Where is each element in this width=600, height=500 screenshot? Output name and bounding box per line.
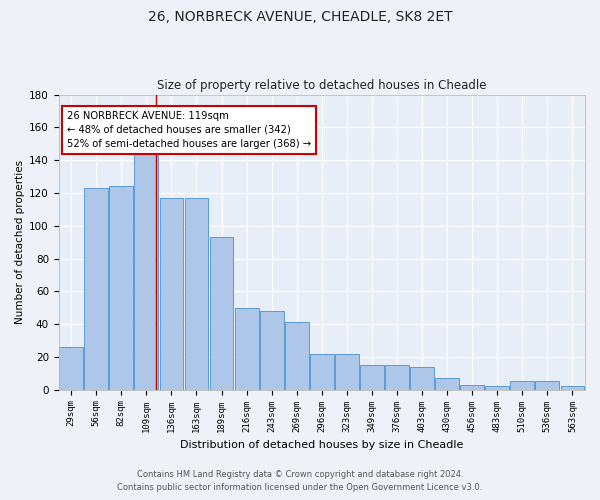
Bar xyxy=(260,311,284,390)
Bar xyxy=(160,198,184,390)
Text: 26, NORBRECK AVENUE, CHEADLE, SK8 2ET: 26, NORBRECK AVENUE, CHEADLE, SK8 2ET xyxy=(148,10,452,24)
Bar xyxy=(185,198,208,390)
Bar xyxy=(335,354,359,390)
Bar xyxy=(485,386,509,390)
Bar xyxy=(360,365,384,390)
Bar xyxy=(385,365,409,390)
Bar xyxy=(435,378,459,390)
Text: 26 NORBRECK AVENUE: 119sqm
← 48% of detached houses are smaller (342)
52% of sem: 26 NORBRECK AVENUE: 119sqm ← 48% of deta… xyxy=(67,111,311,149)
Bar xyxy=(511,382,534,390)
Bar xyxy=(235,308,259,390)
Bar xyxy=(285,322,308,390)
Text: Contains HM Land Registry data © Crown copyright and database right 2024.
Contai: Contains HM Land Registry data © Crown c… xyxy=(118,470,482,492)
Title: Size of property relative to detached houses in Cheadle: Size of property relative to detached ho… xyxy=(157,79,487,92)
Bar xyxy=(85,188,108,390)
Bar xyxy=(560,386,584,390)
X-axis label: Distribution of detached houses by size in Cheadle: Distribution of detached houses by size … xyxy=(180,440,464,450)
Bar xyxy=(209,237,233,390)
Bar xyxy=(410,366,434,390)
Bar xyxy=(535,382,559,390)
Bar xyxy=(109,186,133,390)
Y-axis label: Number of detached properties: Number of detached properties xyxy=(15,160,25,324)
Bar xyxy=(134,144,158,390)
Bar xyxy=(460,385,484,390)
Bar xyxy=(59,347,83,390)
Bar xyxy=(310,354,334,390)
